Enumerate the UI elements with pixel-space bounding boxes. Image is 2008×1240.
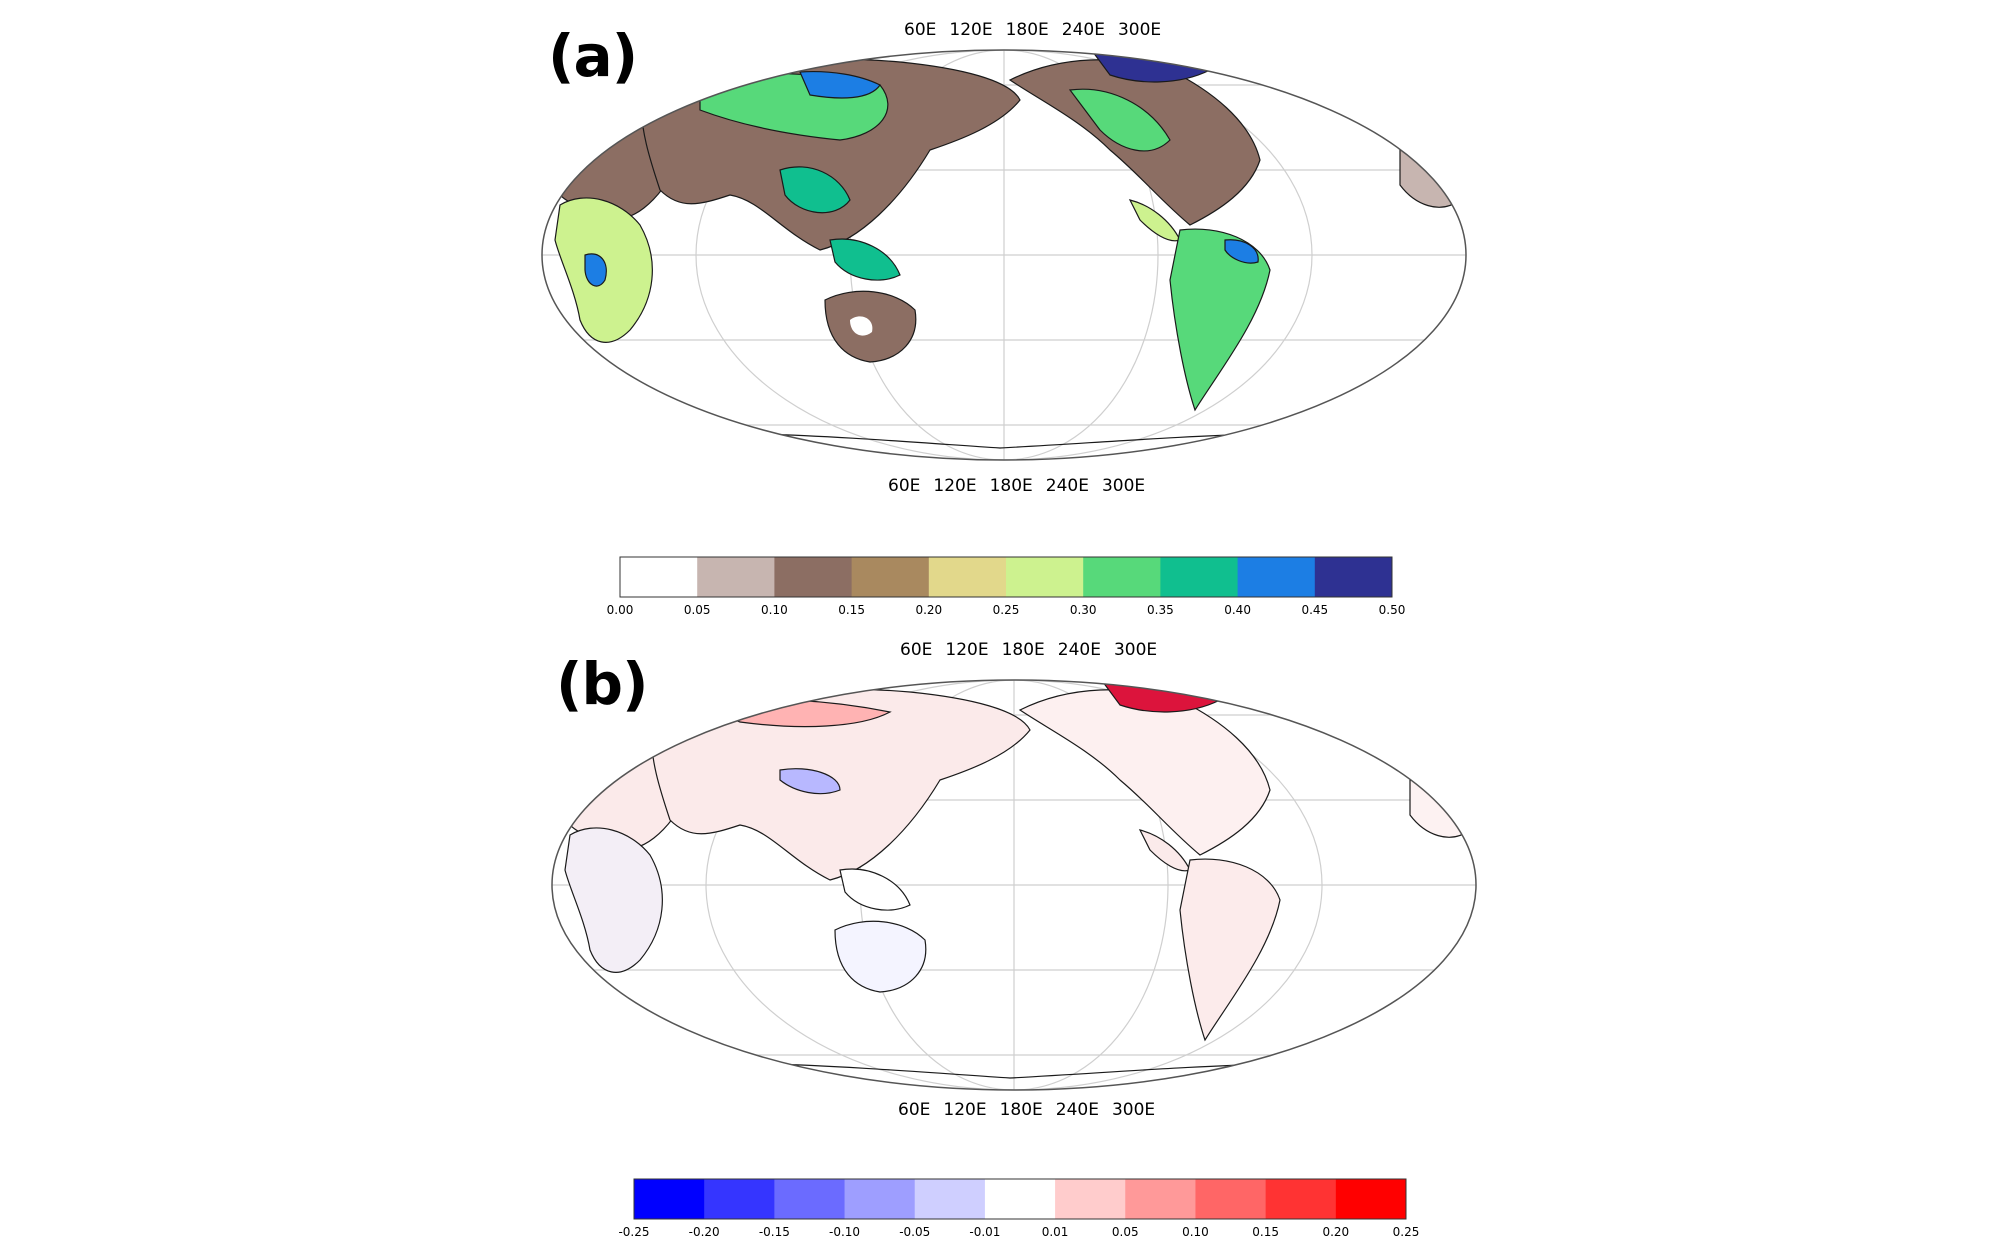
map-a	[541, 49, 1467, 461]
colorbar-b-tick-label: 0.05	[1112, 1225, 1139, 1239]
colorbar-b-tick-label: 0.10	[1182, 1225, 1209, 1239]
colorbar-a-swatch	[697, 557, 775, 597]
lon-label: 240E	[1061, 20, 1105, 40]
colorbar-a-swatch	[851, 557, 930, 597]
lon-label: 180E	[999, 1100, 1043, 1120]
colorbar-b-tick-label: -0.15	[759, 1225, 790, 1239]
panel-b-label: (b)	[556, 650, 649, 718]
colorbar-a-tick-label: 0.30	[1070, 603, 1097, 617]
colorbar-a-swatch	[1160, 557, 1239, 597]
colorbar-a-tick-label: 0.40	[1224, 603, 1251, 617]
lon-label: 60E	[900, 640, 933, 660]
colorbar-a-swatch	[774, 557, 853, 597]
panel-b-lon-labels-bottom: 60E 120E 180E 240E 300E	[898, 1100, 1168, 1120]
colorbar-a-swatch	[620, 557, 698, 597]
map-a-land	[547, 50, 1461, 449]
colorbar-a-tick-label: 0.20	[915, 603, 942, 617]
colorbar-a-tick-label: 0.15	[838, 603, 865, 617]
colorbar-a-tick-label: 0.00	[607, 603, 634, 617]
colorbar-a-tick-label: 0.50	[1379, 603, 1406, 617]
colorbar-b-tick-label: -0.01	[969, 1225, 1000, 1239]
lon-label: 60E	[898, 1100, 931, 1120]
lon-label: 180E	[1001, 640, 1045, 660]
colorbar-b: -0.25 -0.20 -0.15 -0.10 -0.05 -0.01 0.01 0.05 0.…	[618, 1178, 1420, 1239]
colorbar-b-swatch	[774, 1179, 846, 1219]
colorbar-b-tick-label: -0.05	[899, 1225, 930, 1239]
panel-a-lon-labels-top: 60E 120E 180E 240E 300E	[904, 20, 1174, 40]
map-b	[551, 679, 1477, 1091]
lon-label: 300E	[1117, 20, 1162, 40]
colorbar-b-tick-label: -0.10	[829, 1225, 860, 1239]
colorbar-a-swatch	[928, 557, 1007, 597]
lon-label: 240E	[1057, 640, 1101, 660]
lon-label: 120E	[949, 20, 993, 40]
colorbar-b-swatch	[1055, 1179, 1126, 1219]
lon-label: 300E	[1113, 640, 1158, 660]
lon-label: 120E	[933, 476, 977, 496]
panel-a-label: (a)	[548, 22, 638, 90]
colorbar-b-swatch	[914, 1179, 986, 1219]
colorbar-b-swatch	[984, 1179, 1056, 1219]
lon-label: 180E	[989, 476, 1033, 496]
colorbar-b-frame	[633, 1178, 1407, 1220]
lon-label: 60E	[888, 476, 921, 496]
colorbar-a-tick-label: 0.10	[761, 603, 788, 617]
colorbar-b-tick-label: 0.25	[1393, 1225, 1420, 1239]
lon-label: 180E	[1005, 20, 1049, 40]
colorbar-a-frame	[619, 556, 1393, 598]
lon-label: 120E	[945, 640, 989, 660]
colorbar-a-swatch	[1006, 557, 1084, 597]
colorbar-b-swatch	[1265, 1179, 1337, 1219]
colorbar-a-tick-label: 0.45	[1301, 603, 1328, 617]
colorbar-a-tick-label: 0.25	[993, 603, 1020, 617]
lon-label: 240E	[1055, 1100, 1099, 1120]
colorbar-a-swatch	[1237, 557, 1316, 597]
colorbar-b-swatch	[844, 1179, 916, 1219]
colorbar-b-tick-label: 0.01	[1042, 1225, 1069, 1239]
map-b-land	[557, 680, 1471, 1079]
lon-label: 120E	[943, 1100, 987, 1120]
colorbar-b-swatch	[634, 1179, 705, 1219]
colorbar-b-swatch	[1125, 1179, 1196, 1219]
colorbar-a-tick-label: 0.35	[1147, 603, 1174, 617]
colorbar-a-tick-label: 0.05	[684, 603, 711, 617]
colorbar-b-swatch	[1335, 1179, 1407, 1219]
colorbar-a-swatch	[1083, 557, 1161, 597]
colorbar-b-swatch	[704, 1179, 775, 1219]
colorbar-b-tick-label: -0.20	[689, 1225, 720, 1239]
panel-b-lon-labels-top: 60E 120E 180E 240E 300E	[900, 640, 1170, 660]
colorbar-b-tick-label: 0.15	[1252, 1225, 1279, 1239]
lon-label: 60E	[904, 20, 937, 40]
lon-label: 300E	[1101, 476, 1146, 496]
lon-label: 240E	[1045, 476, 1089, 496]
colorbar-a-swatch	[1314, 557, 1393, 597]
colorbar-b-swatch	[1195, 1179, 1267, 1219]
panel-a-lon-labels-bottom: 60E 120E 180E 240E 300E	[888, 476, 1158, 496]
colorbar-b-tick-label: -0.25	[618, 1225, 649, 1239]
colorbar-b-tick-label: 0.20	[1322, 1225, 1349, 1239]
colorbar-a: 0.00 0.05 0.10 0.15 0.20 0.25 0.30 0.35 0.40 0.45…	[607, 556, 1406, 617]
lon-label: 300E	[1111, 1100, 1156, 1120]
